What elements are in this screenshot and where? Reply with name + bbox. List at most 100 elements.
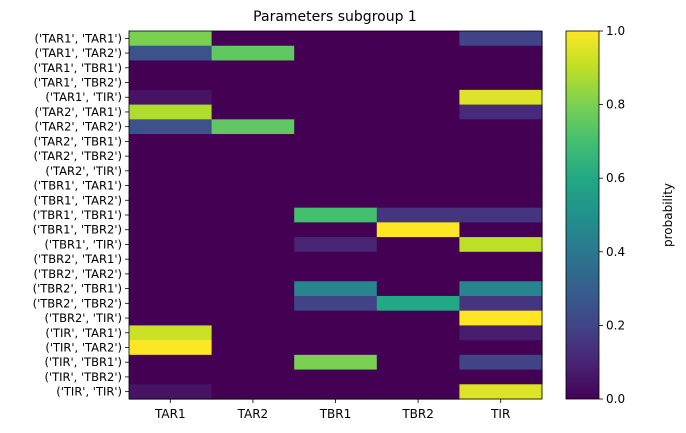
heatmap-cell [376, 192, 460, 209]
y-tick-label: ('TBR2', 'TIR') [44, 311, 122, 325]
heatmap-cell [211, 354, 295, 371]
heatmap-cell [376, 45, 460, 62]
heatmap-cell [459, 266, 543, 282]
heatmap-cell [376, 148, 460, 165]
colorbar-tick-label: 0.4 [606, 245, 625, 259]
heatmap-cell [129, 104, 213, 120]
heatmap-cell [294, 31, 378, 47]
heatmap-cell [211, 148, 295, 165]
y-tick-label: ('TIR', 'TBR1') [44, 355, 122, 369]
heatmap-cell [294, 104, 378, 120]
y-tick-label: ('TAR1', 'TAR2') [34, 46, 122, 60]
heatmap-cell [211, 310, 295, 326]
heatmap-cell [376, 89, 460, 106]
heatmap-cell [376, 163, 460, 179]
y-tick-label: ('TAR1', 'TBR2') [34, 76, 122, 90]
x-tick-label: TBR2 [401, 407, 434, 421]
heatmap-cell [376, 75, 460, 91]
heatmap-cell [459, 45, 543, 62]
colorbar-tick-label: 0.8 [606, 98, 625, 112]
heatmap-cell [459, 325, 543, 341]
heatmap-cell [211, 222, 295, 238]
y-tick-label: ('TIR', 'TIR') [56, 385, 122, 399]
heatmap-cell [376, 266, 460, 282]
heatmap-cell [129, 251, 213, 268]
y-tick-label: ('TAR2', 'TIR') [45, 164, 122, 178]
heatmap-cell [211, 369, 295, 385]
heatmap-cell [376, 119, 460, 135]
heatmap-cell [211, 89, 295, 106]
heatmap-cell [376, 251, 460, 268]
heatmap-cell [129, 207, 213, 223]
heatmap-cell [211, 384, 295, 400]
y-tick-label: ('TAR1', 'TIR') [45, 90, 122, 104]
heatmap-cell [459, 89, 543, 106]
heatmap-cell [376, 237, 460, 253]
heatmap-cell [294, 384, 378, 400]
heatmap-cell [211, 163, 295, 179]
heatmap-cell [129, 192, 213, 209]
heatmap-cell [459, 178, 543, 194]
y-tick-label: ('TBR1', 'TAR2') [34, 193, 122, 207]
chart-title: Parameters subgroup 1 [253, 9, 417, 25]
heatmap-cell [294, 251, 378, 268]
heatmap-cell [294, 60, 378, 76]
y-tick-label: ('TAR1', 'TAR1') [34, 31, 122, 45]
heatmap-cell [376, 60, 460, 76]
heatmap-cell [211, 237, 295, 253]
heatmap-cell [459, 31, 543, 47]
y-tick-label: ('TAR1', 'TBR1') [34, 61, 122, 75]
y-tick-label: ('TAR2', 'TAR1') [34, 105, 122, 119]
y-tick-label: ('TBR1', 'TBR2') [33, 223, 122, 237]
colorbar-tick-label: 0.2 [606, 318, 625, 332]
heatmap-cell [211, 266, 295, 282]
heatmap-cell [459, 134, 543, 150]
heatmap-cell [129, 266, 213, 282]
heatmap-cell [459, 295, 543, 312]
y-axis-ticks: ('TAR1', 'TAR1')('TAR1', 'TAR2')('TAR1',… [33, 31, 129, 399]
heatmap-cell [459, 340, 543, 356]
heatmap-cell [129, 354, 213, 371]
y-tick-label: ('TBR2', 'TAR2') [34, 267, 122, 281]
heatmap-cell [294, 237, 378, 253]
heatmap-cell [294, 178, 378, 194]
y-tick-label: ('TBR2', 'TBR1') [33, 282, 122, 296]
heatmap-cell [376, 104, 460, 120]
heatmap-cell [211, 295, 295, 312]
colorbar-frame [565, 30, 600, 400]
heatmap-cell [376, 354, 460, 371]
heatmap-cell [294, 45, 378, 62]
x-axis-ticks: TAR1 TAR2 TBR1 TBR2 TIR [154, 399, 510, 421]
heatmap-cell [294, 369, 378, 385]
heatmap-cell [376, 325, 460, 341]
heatmap-cell [129, 178, 213, 194]
heatmap-cell [211, 134, 295, 150]
heatmap-cell [129, 325, 213, 341]
heatmap-cell [294, 340, 378, 356]
heatmap-cell [294, 281, 378, 297]
colorbar-ticks: 0.0 0.2 0.4 0.6 0.8 1.0 [599, 24, 625, 406]
heatmap-cell [129, 148, 213, 165]
heatmap-cell [294, 119, 378, 135]
heatmap-cell [376, 340, 460, 356]
heatmap-cell [211, 178, 295, 194]
heatmap-cell [129, 119, 213, 135]
heatmap-cell [211, 207, 295, 223]
y-tick-label: ('TAR2', 'TBR1') [34, 134, 122, 148]
heatmap-cell [459, 237, 543, 253]
heatmap-cell [211, 60, 295, 76]
heatmap-cell [294, 222, 378, 238]
y-tick-label: ('TBR2', 'TAR1') [34, 252, 122, 266]
x-tick-label: TAR1 [154, 407, 186, 421]
heatmap-cell [129, 281, 213, 297]
heatmap-cell [211, 340, 295, 356]
heatmap-cell [211, 251, 295, 268]
heatmap-cell [376, 222, 460, 238]
heatmap-cell [129, 369, 213, 385]
y-tick-label: ('TAR2', 'TAR2') [34, 120, 122, 134]
colorbar-tick-label: 0.6 [606, 171, 625, 185]
heatmap-cell [459, 148, 543, 165]
heatmap-cell [211, 45, 295, 62]
heatmap-cell [376, 281, 460, 297]
